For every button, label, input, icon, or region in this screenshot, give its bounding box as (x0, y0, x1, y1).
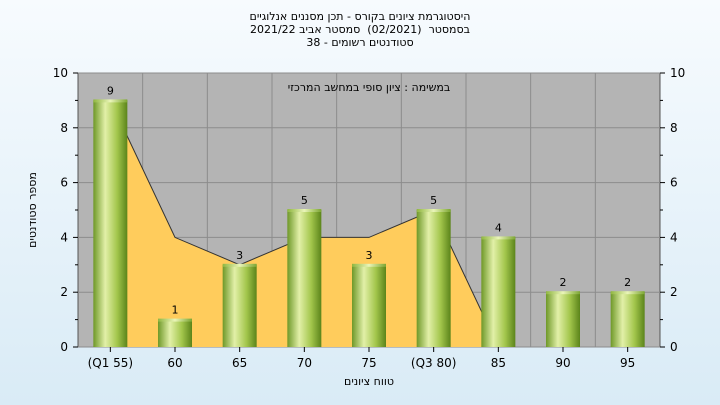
bar (352, 264, 386, 347)
y-tick-label-right: 10 (670, 66, 685, 80)
bar-cap (416, 209, 451, 212)
data-label: 3 (366, 249, 373, 262)
data-label: 9 (107, 84, 114, 97)
chart-subtitle-1: בסמסטר (02/2021) סמסטר אביב 2021/22 (249, 23, 471, 36)
chart-annotation: במשימה : ציון סופי במחשב המרכזי (288, 81, 451, 94)
bar (546, 292, 580, 347)
bar (222, 264, 257, 347)
y-tick-label-right: 2 (670, 285, 678, 299)
bar (158, 319, 192, 347)
data-label: 5 (301, 194, 308, 207)
data-label: 3 (236, 249, 243, 262)
bar (610, 292, 645, 347)
data-label: 2 (560, 276, 567, 289)
bar-cap (158, 318, 192, 322)
y-tick-label: 10 (53, 66, 68, 80)
data-label: 4 (495, 221, 502, 234)
y-tick-label: 4 (60, 230, 68, 244)
x-axis: (Q1 55) 60 65 70 75 (Q3 80) 85 90 95 (88, 347, 635, 370)
area-fill (110, 100, 499, 348)
y-tick-label-right: 0 (670, 340, 678, 354)
x-tick-label: 85 (491, 356, 506, 370)
y-axis-title: מספר סטודנטים (26, 172, 39, 248)
x-tick-label: (Q3 80) (411, 356, 457, 370)
y-tick-label-right: 8 (670, 121, 678, 135)
bar-cap (481, 236, 516, 240)
y-tick-label-right: 6 (670, 176, 678, 190)
bar-cap (546, 291, 580, 295)
x-tick-label: 65 (232, 356, 247, 370)
x-tick-label: 70 (297, 356, 312, 370)
bars (93, 99, 645, 348)
bar (93, 100, 128, 348)
bar-cap (610, 291, 645, 295)
x-axis-title: טווח ציונים (344, 375, 394, 388)
data-label: 5 (430, 194, 437, 207)
bar (287, 210, 322, 347)
y-tick-label: 2 (60, 285, 68, 299)
x-tick-label: 75 (361, 356, 376, 370)
bar-cap (93, 99, 128, 103)
chart-title: היסטוגרמת ציונים בקורס - תכן מסננים אנלו… (249, 10, 471, 23)
bar-cap (287, 209, 322, 212)
data-label: 1 (172, 304, 179, 317)
chart-subtitle-2: סטודנטים רשומים - 38 (306, 36, 414, 49)
x-tick-label: 95 (620, 356, 635, 370)
y-tick-label: 8 (60, 121, 68, 135)
y-axis-left: 0 2 4 6 8 10 (53, 66, 78, 354)
y-tick-label: 0 (60, 340, 68, 354)
data-label: 2 (624, 276, 631, 289)
bar-cap (352, 263, 386, 267)
y-tick-label: 6 (60, 176, 68, 190)
x-tick-label: 60 (167, 356, 182, 370)
bar (481, 237, 516, 347)
bar (416, 210, 451, 347)
y-axis-right: 0 2 4 6 8 10 (660, 66, 685, 354)
bar-cap (222, 263, 257, 267)
chart-titles: היסטוגרמת ציונים בקורס - תכן מסננים אנלו… (0, 10, 720, 49)
data-labels: 9 1 3 5 3 5 4 2 2 (107, 84, 631, 316)
x-tick-label: (Q1 55) (88, 356, 134, 370)
x-tick-label: 90 (555, 356, 570, 370)
y-tick-label-right: 4 (670, 230, 678, 244)
